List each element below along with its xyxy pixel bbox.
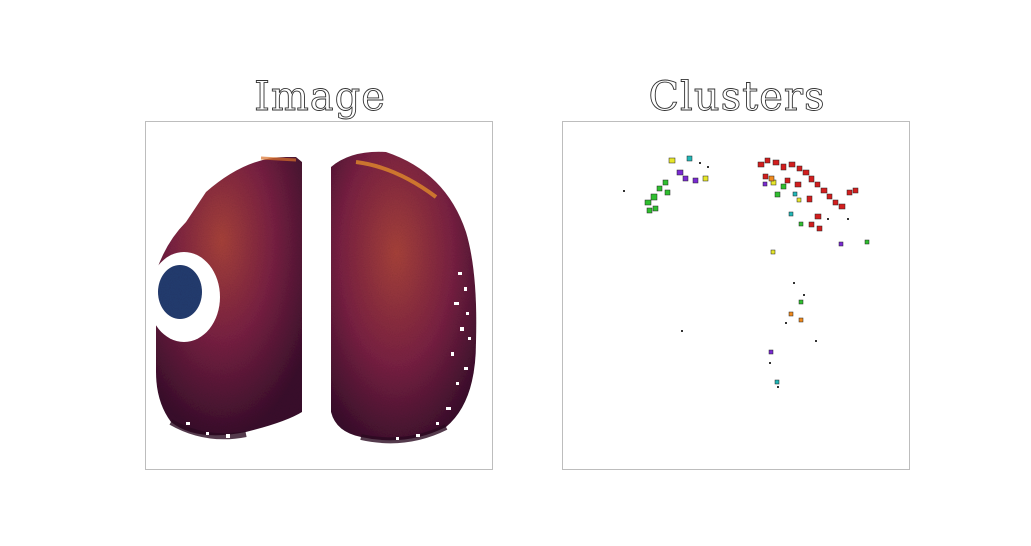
clusters-map (623, 155, 870, 388)
clusters-frame (562, 121, 910, 470)
right-lobe (331, 151, 477, 441)
cluster-cyan (686, 155, 798, 385)
left-lobe (156, 157, 302, 436)
image-frame (145, 121, 493, 470)
image-panel-title: Image (254, 74, 386, 121)
cluster-yellow (668, 157, 802, 255)
tissue-image (148, 151, 477, 444)
cluster-orange (768, 175, 804, 323)
cluster-scatter (623, 162, 849, 388)
clusters-panel-title: Clusters (648, 74, 826, 121)
blue-region (158, 265, 202, 319)
cluster-green (644, 179, 870, 305)
cluster-purple (676, 169, 844, 355)
edge-speckles (186, 272, 471, 440)
cluster-red (757, 157, 859, 232)
